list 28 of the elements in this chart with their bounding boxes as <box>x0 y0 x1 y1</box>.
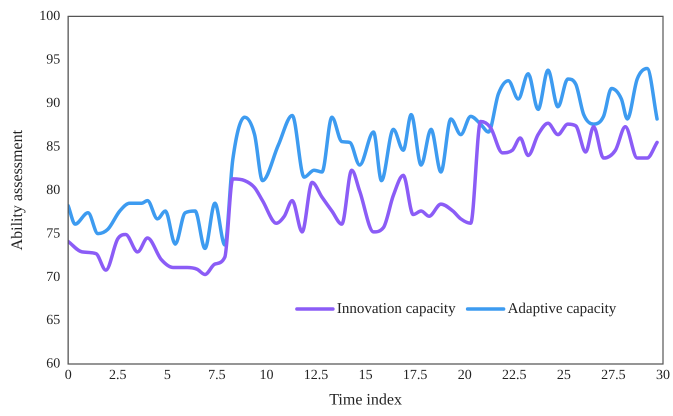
line-series <box>68 66 659 250</box>
x-tick-label: 0 <box>64 368 72 384</box>
y-tick-label: 60 <box>46 356 60 372</box>
y-tick-label: 100 <box>39 9 60 24</box>
x-tick-label: 27.5 <box>601 368 626 384</box>
x-tick-label: 2.5 <box>109 368 127 384</box>
y-tick-label: 95 <box>46 52 60 68</box>
x-tick-label: 17.5 <box>402 368 428 384</box>
x-tick-label: 15 <box>358 368 373 384</box>
y-tick-label: 70 <box>46 270 60 285</box>
x-tick-label: 12.5 <box>304 368 328 384</box>
y-tick-label: 90 <box>46 96 60 111</box>
x-tick-label: 20 <box>458 368 472 384</box>
line-series <box>68 120 659 276</box>
y-tick-label: 75 <box>46 226 60 242</box>
y-tick-label: 80 <box>46 182 60 198</box>
x-tick-label: 7.5 <box>208 368 226 384</box>
x-tick-label: 22.5 <box>502 368 527 384</box>
y-tick-label: 65 <box>46 313 60 328</box>
y-tick-label: 85 <box>46 139 60 154</box>
x-tick-label: 10 <box>259 368 274 384</box>
x-tick-label: 30 <box>656 368 670 384</box>
y-axis-title: Ability assessment <box>8 129 26 250</box>
x-tick-label: 25 <box>556 368 571 384</box>
x-tick-label: 5 <box>164 368 171 384</box>
legend-label: Innovation capacity <box>336 300 456 317</box>
legend-label: Adaptive capacity <box>508 300 617 317</box>
x-axis-title: Time index <box>329 392 402 409</box>
